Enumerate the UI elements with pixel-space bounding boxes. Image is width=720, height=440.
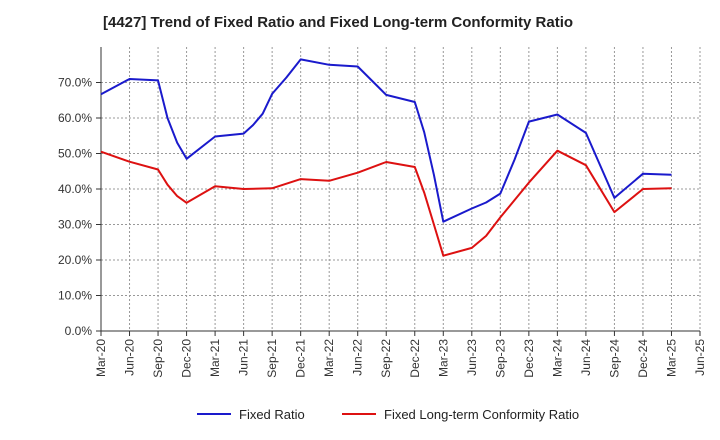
y-tick-label: 50.0% bbox=[58, 147, 92, 161]
x-tick-label: Dec-24 bbox=[636, 339, 650, 378]
legend: Fixed Ratio Fixed Long-term Conformity Ra… bbox=[197, 407, 579, 422]
y-tick-label: 70.0% bbox=[58, 76, 92, 90]
y-tick-label: 60.0% bbox=[58, 111, 92, 125]
chart-title: [4427] Trend of Fixed Ratio and Fixed Lo… bbox=[103, 14, 574, 31]
x-tick-label: Mar-21 bbox=[208, 339, 222, 377]
x-tick-label: Jun-20 bbox=[123, 339, 137, 376]
x-tick-label: Dec-23 bbox=[522, 339, 536, 378]
series-layer bbox=[100, 58, 672, 257]
legend-label-2: Fixed Long-term Conformity Ratio bbox=[384, 407, 579, 422]
x-tick-label: Sep-24 bbox=[607, 339, 621, 378]
y-tick-label: 20.0% bbox=[58, 253, 92, 267]
y-tick-label: 0.0% bbox=[65, 324, 93, 338]
x-tick-label: Dec-22 bbox=[408, 339, 422, 378]
x-tick-label: Jun-21 bbox=[237, 339, 251, 376]
x-tick-label: Jun-24 bbox=[579, 339, 593, 376]
y-tick-label: 40.0% bbox=[58, 182, 92, 196]
x-tick-label: Mar-20 bbox=[94, 339, 108, 377]
x-tick-label: Dec-21 bbox=[294, 339, 308, 378]
axis-layer: 0.0% 10.0% 20.0% 30.0% 40.0% 50.0% 60.0% 70.0% M… bbox=[58, 47, 707, 378]
x-tick-label: Mar-22 bbox=[322, 339, 336, 377]
series-line-1 bbox=[100, 58, 672, 223]
x-tick-label: Dec-20 bbox=[180, 339, 194, 378]
y-tick-label: 10.0% bbox=[58, 289, 92, 303]
x-tick-label: Sep-23 bbox=[493, 339, 507, 378]
legend-label-1: Fixed Ratio bbox=[239, 407, 305, 422]
x-tick-label: Jun-25 bbox=[693, 339, 707, 376]
x-tick-label: Mar-25 bbox=[664, 339, 678, 377]
x-tick-label: Sep-20 bbox=[151, 339, 165, 378]
x-tick-label: Sep-22 bbox=[379, 339, 393, 378]
x-tick-label: Jun-22 bbox=[351, 339, 365, 376]
series-line-2 bbox=[100, 149, 672, 257]
x-tick-label: Sep-21 bbox=[265, 339, 279, 378]
x-tick-label: Mar-23 bbox=[436, 339, 450, 377]
y-tick-label: 30.0% bbox=[58, 218, 92, 232]
x-tick-label: Mar-24 bbox=[550, 339, 564, 377]
x-tick-label: Jun-23 bbox=[465, 339, 479, 376]
